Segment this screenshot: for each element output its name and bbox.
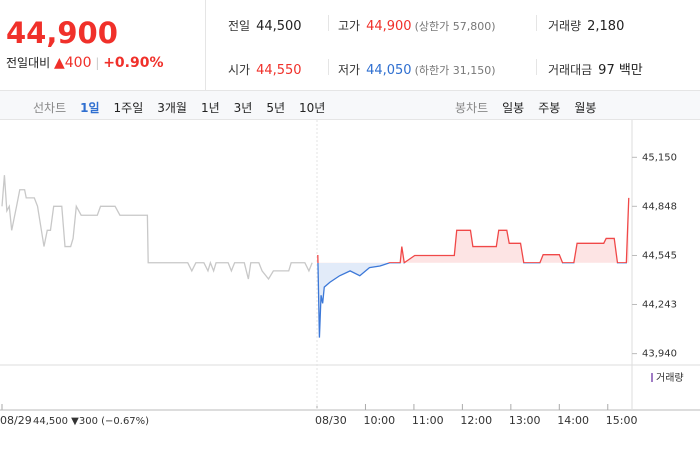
x-tick-label: 10:00 — [363, 414, 395, 427]
summary-label: 시가 — [228, 63, 251, 77]
summary-value: 2,180 — [587, 19, 625, 34]
price: 44,900 — [6, 16, 118, 50]
line — [317, 197, 630, 338]
y-tick-label: 44,848 — [642, 201, 677, 212]
volume-legend-swatch — [651, 373, 653, 382]
x-tick-label: 14:00 — [557, 414, 589, 427]
tab[interactable]: 5년 — [266, 101, 286, 115]
x-tick-label: 13:00 — [509, 414, 541, 427]
summary-value: 44,900 — [366, 19, 412, 34]
summary-value: 44,550 — [256, 63, 302, 78]
tab[interactable]: 1일 — [80, 101, 100, 115]
change-label: 전일대비 — [6, 56, 51, 70]
summary-label: 거래량 — [548, 19, 582, 33]
tab[interactable]: 3개월 — [157, 101, 187, 115]
tab[interactable]: 1년 — [200, 101, 220, 115]
x-tick-label: 08/29 — [0, 414, 32, 427]
y-tick-label: 45,150 — [642, 152, 677, 163]
summary-value: 44,500 — [256, 19, 302, 34]
tab-group-label: 선차트 — [33, 101, 67, 115]
summary-label: 거래대금 — [548, 63, 593, 77]
change: ▲400 — [54, 55, 92, 71]
summary-label: 저가 — [338, 63, 361, 77]
summary-note: (상한가 57,800) — [414, 20, 496, 33]
tab[interactable]: 일봉 — [502, 101, 525, 115]
y-tick-label: 44,545 — [642, 250, 677, 261]
x-tick-label: 08/30 — [315, 414, 347, 427]
x-tick-label: 15:00 — [606, 414, 638, 427]
summary-label: 전일 — [228, 19, 251, 33]
change-row: 전일대비 ▲400 | +0.90% — [6, 55, 164, 71]
summary-value: 44,050 — [366, 63, 412, 78]
x-tick-label: 11:00 — [412, 414, 444, 427]
volume-label: 거래량 — [656, 372, 684, 384]
tab[interactable]: 주봉 — [538, 101, 561, 115]
summary-note: (하한가 31,150) — [414, 64, 496, 77]
area — [317, 197, 629, 338]
y-tick-label: 43,940 — [642, 349, 677, 360]
tab[interactable]: 1주일 — [113, 101, 144, 115]
tab-group-label: 봉차트 — [455, 101, 489, 115]
x-tick-label: 12:00 — [460, 414, 492, 427]
tab[interactable]: 3년 — [233, 101, 253, 115]
tab[interactable]: 월봉 — [574, 101, 597, 115]
tab[interactable]: 10년 — [299, 101, 326, 115]
y-tick-label: 44,243 — [642, 299, 677, 310]
summary-label: 고가 — [338, 19, 361, 33]
summary: 전일 44,500 고가 44,900 (상한가 57,800) 거래량 2,180 시… — [206, 0, 700, 90]
change-pct: +0.90% — [103, 55, 164, 71]
tab-bar: 선차트 1일 1주일 3개월 1년 3년 5년 10년 봉차트 일봉 주봉 월봉 — [0, 90, 700, 120]
line — [1, 175, 313, 281]
prev-info: 44,500 ▼300 (−0.67%) — [33, 416, 149, 427]
summary-value: 97 백만 — [598, 63, 643, 78]
chart: 45,150 44,848 44,545 44,243 43,940 08/29 08/30… — [0, 120, 700, 427]
quote-box: 44,900 전일대비 ▲400 | +0.90% — [0, 0, 206, 90]
